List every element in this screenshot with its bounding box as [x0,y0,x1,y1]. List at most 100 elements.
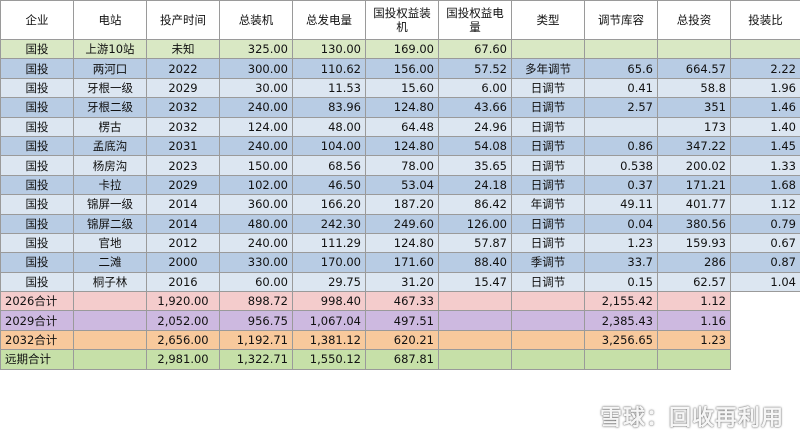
table-cell: 57.52 [438,58,512,79]
table-cell: 998.40 [292,291,366,312]
table-cell: 15.60 [365,77,439,99]
table-cell: 1,192.71 [219,329,293,351]
table-cell: 牙根二级 [73,97,147,118]
table-cell: 国投 [0,77,74,99]
table-cell: 67.60 [438,38,512,60]
table-cell: 29.75 [292,271,366,293]
table-cell: 国投 [0,252,74,273]
table-cell: 240.00 [219,135,293,157]
table-cell: 240.00 [219,97,293,118]
table-cell: 日调节 [511,174,585,196]
table-cell [511,329,585,351]
table-cell: 2,052.00 [146,310,220,331]
table-cell: 二滩 [73,252,147,273]
table-cell: 130.00 [292,38,366,60]
table-row: 国投 锦屏一级 2014 360.00 166.20 187.20 86.42 年调节 49.1… [0,194,800,215]
watermark-text: 雪球：回收再利用 [600,406,785,431]
table-cell: 0.67 [730,232,800,254]
header-cell: 投产时间 [146,0,220,40]
table-cell: 锦屏一级 [73,194,147,215]
table-cell: 200.02 [657,155,731,176]
table-cell: 68.56 [292,155,366,176]
table-cell: 日调节 [511,271,585,293]
table-cell: 64.48 [365,116,439,137]
table-cell: 1.96 [730,77,800,99]
table-cell: 0.37 [584,174,658,196]
table-cell: 242.30 [292,213,366,234]
table-cell: 锦屏二级 [73,213,147,234]
table-cell: 2022 [146,58,220,79]
table-cell: 83.96 [292,97,366,118]
table-cell: 60.00 [219,271,293,293]
header-cell: 国投权益装机 [365,0,439,40]
table-cell: 国投 [0,232,74,254]
table-cell: 1.68 [730,174,800,196]
table-cell: 6.00 [438,77,512,99]
table-cell: 0.04 [584,213,658,234]
table-row: 国投 孟底沟 2031 240.00 104.00 124.80 54.08 日调节 0.86 3… [0,135,800,157]
table-cell: 1,381.12 [292,329,366,351]
header-cell: 总发电量 [292,0,366,40]
table-cell: 11.53 [292,77,366,99]
table-cell: 249.60 [365,213,439,234]
table-cell: 1,920.00 [146,291,220,312]
table-cell: 401.77 [657,194,731,215]
table-cell [511,38,585,60]
table-cell: 169.00 [365,38,439,60]
table-cell: 1.40 [730,116,800,137]
table-cell: 日调节 [511,77,585,99]
table-cell [73,349,147,370]
table-cell: 日调节 [511,97,585,118]
table-cell: 国投 [0,271,74,293]
table-row: 国投 二滩 2000 330.00 170.00 171.60 88.40 季调节 33.7 28… [0,252,800,273]
table-cell: 1.04 [730,271,800,293]
table-cell: 497.51 [365,310,439,331]
table-cell [584,38,658,60]
table-cell: 46.50 [292,174,366,196]
header-cell: 企业 [0,0,74,40]
table-cell: 15.47 [438,271,512,293]
total-row: 2029合计 2,052.00 956.75 1,067.04 497.51 2,385.… [0,310,800,331]
table-cell: 687.81 [365,349,439,370]
table-cell [511,291,585,312]
table-row: 国投 卡拉 2029 102.00 46.50 53.04 24.18 日调节 0.37 171.… [0,174,800,196]
table-cell: 1,550.12 [292,349,366,370]
table-cell [438,310,512,331]
table-cell: 467.33 [365,291,439,312]
table-cell: 1.12 [657,291,731,312]
total-label: 2032合计 [0,329,74,351]
table-cell: 31.20 [365,271,439,293]
table-cell: 62.57 [657,271,731,293]
table-cell: 351 [657,97,731,118]
table-cell: 53.04 [365,174,439,196]
table-cell: 300.00 [219,58,293,79]
table-cell: 日调节 [511,213,585,234]
table-cell: 国投 [0,194,74,215]
table-cell: 156.00 [365,58,439,79]
table-cell [438,291,512,312]
table-cell: 2012 [146,232,220,254]
table-cell: 杨房沟 [73,155,147,176]
table-cell: 0.86 [584,135,658,157]
table-cell [73,291,147,312]
table-cell: 1.45 [730,135,800,157]
table-cell: 78.00 [365,155,439,176]
table-cell: 未知 [146,38,220,60]
table-cell: 0.538 [584,155,658,176]
table-cell: 日调节 [511,155,585,176]
table-cell: 111.29 [292,232,366,254]
table-cell: 2,981.00 [146,349,220,370]
table-cell: 桐子林 [73,271,147,293]
table-cell: 150.00 [219,155,293,176]
table-cell: 43.66 [438,97,512,118]
table-cell: 孟底沟 [73,135,147,157]
table-cell: 牙根一级 [73,77,147,99]
table-cell: 2031 [146,135,220,157]
table-cell: 86.42 [438,194,512,215]
table-cell: 57.87 [438,232,512,254]
hydropower-table: 企业 电站 投产时间 总装机 总发电量 国投权益装机 国投权益电量 类型 调节库… [0,0,800,370]
table-cell: 240.00 [219,232,293,254]
table-cell: 2029 [146,77,220,99]
table-cell [438,349,512,370]
table-cell: 1.33 [730,155,800,176]
